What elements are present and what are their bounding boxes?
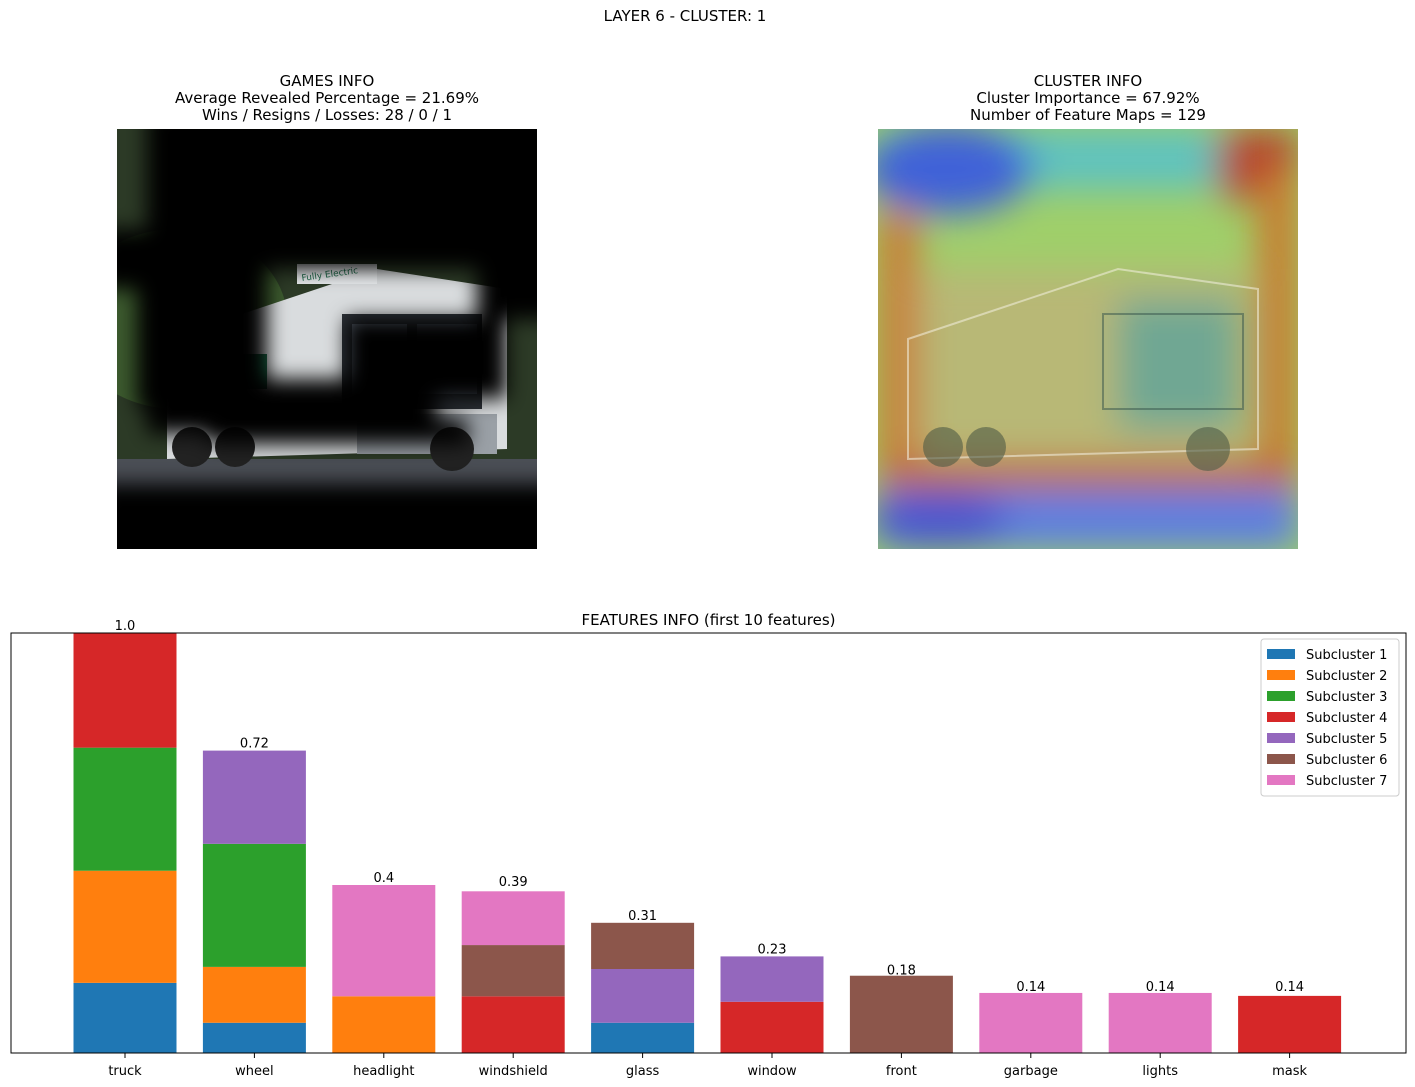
bar-segment-front-subcluster-6 — [849, 975, 953, 1053]
legend-label-subcluster-5: Subcluster 5 — [1306, 732, 1387, 747]
legend-swatch-subcluster-4 — [1267, 712, 1295, 722]
chart-title: FEATURES INFO (first 10 features) — [582, 611, 836, 629]
bar-segment-glass-subcluster-1 — [591, 1022, 695, 1053]
x-tick-label: wheel — [235, 1064, 273, 1079]
bar-total-label: 0.14 — [1016, 980, 1045, 995]
legend-swatch-subcluster-2 — [1267, 670, 1295, 680]
cluster-importance: Cluster Importance = 67.92% — [976, 89, 1200, 107]
x-tick-label: window — [747, 1064, 797, 1079]
bar-segment-wheel-subcluster-1 — [202, 1022, 306, 1053]
legend-label-subcluster-1: Subcluster 1 — [1306, 648, 1387, 663]
bar-total-label: 0.4 — [373, 871, 394, 886]
bar-total-label: 0.14 — [1275, 980, 1304, 995]
legend-swatch-subcluster-1 — [1267, 649, 1295, 659]
cluster-info-heading: CLUSTER INFO — [1033, 72, 1143, 90]
bar-segment-window-subcluster-4 — [720, 1001, 824, 1053]
bar-segment-windshield-subcluster-7 — [461, 891, 565, 946]
bar-segment-headlight-subcluster-2 — [332, 996, 436, 1053]
bar-segment-glass-subcluster-6 — [591, 922, 695, 969]
bar-total-label: 0.39 — [499, 875, 528, 890]
bar-segment-garbage-subcluster-7 — [979, 992, 1083, 1053]
bar-total-label: 0.18 — [887, 963, 916, 978]
legend-label-subcluster-4: Subcluster 4 — [1306, 711, 1387, 726]
legend-label-subcluster-6: Subcluster 6 — [1306, 753, 1387, 768]
bar-segment-truck-subcluster-2 — [73, 870, 177, 983]
bar-segment-truck-subcluster-3 — [73, 747, 177, 871]
features-chart: FEATURES INFO (first 10 features) 1.0 truc… — [10, 611, 1407, 1079]
x-tick-label: front — [886, 1064, 917, 1079]
number-of-feature-maps: Number of Feature Maps = 129 — [970, 106, 1206, 124]
x-tick-label: glass — [626, 1064, 660, 1079]
bar-segment-window-subcluster-5 — [720, 956, 824, 1002]
legend-label-subcluster-3: Subcluster 3 — [1306, 690, 1387, 705]
bar-segment-glass-subcluster-5 — [591, 969, 695, 1023]
legend-box — [1260, 638, 1400, 797]
legend-swatch-subcluster-3 — [1267, 691, 1295, 701]
games-info-title: GAMES INFO Average Revealed Percentage =… — [117, 73, 537, 124]
plot-frame — [10, 632, 1407, 1054]
bar-segment-wheel-subcluster-3 — [202, 843, 306, 967]
bar-segment-truck-subcluster-1 — [73, 982, 177, 1053]
bar-segment-mask-subcluster-4 — [1238, 995, 1342, 1053]
bar-segment-wheel-subcluster-5 — [202, 750, 306, 844]
legend-swatch-subcluster-6 — [1267, 754, 1295, 764]
bar-segment-headlight-subcluster-7 — [332, 885, 436, 997]
masked-truck-image: Fully Electric — [117, 129, 537, 549]
x-tick-label: truck — [108, 1064, 142, 1079]
figure-title: LAYER 6 - CLUSTER: 1 — [603, 7, 767, 25]
legend-label-subcluster-7: Subcluster 7 — [1306, 774, 1387, 789]
x-tick-label: mask — [1272, 1064, 1307, 1079]
legend-label-subcluster-2: Subcluster 2 — [1306, 669, 1387, 684]
bar-segment-wheel-subcluster-2 — [202, 966, 306, 1023]
bar-segment-truck-subcluster-4 — [73, 633, 177, 748]
bar-total-label: 0.14 — [1146, 980, 1175, 995]
bar-total-label: 0.72 — [240, 737, 269, 752]
legend-swatch-subcluster-7 — [1267, 775, 1295, 785]
x-tick-label: windshield — [479, 1064, 548, 1079]
bar-segment-windshield-subcluster-4 — [461, 996, 565, 1053]
average-revealed-percentage: Average Revealed Percentage = 21.69% — [174, 89, 479, 107]
x-tick-label: garbage — [1004, 1064, 1058, 1079]
x-tick-label: lights — [1142, 1064, 1178, 1079]
cluster-info-title: CLUSTER INFO Cluster Importance = 67.92%… — [878, 73, 1298, 124]
bar-segment-lights-subcluster-7 — [1108, 992, 1212, 1053]
games-info-heading: GAMES INFO — [279, 72, 375, 90]
bar-total-label: 0.23 — [758, 942, 787, 957]
x-tick-label: headlight — [353, 1064, 414, 1079]
bar-total-label: 1.0 — [115, 619, 136, 634]
heatmap-truck-image — [878, 129, 1298, 549]
bar-segment-windshield-subcluster-6 — [461, 945, 565, 997]
wins-resigns-losses: Wins / Resigns / Losses: 28 / 0 / 1 — [201, 106, 453, 124]
bar-total-label: 0.31 — [628, 909, 657, 924]
legend-swatch-subcluster-5 — [1267, 733, 1295, 743]
